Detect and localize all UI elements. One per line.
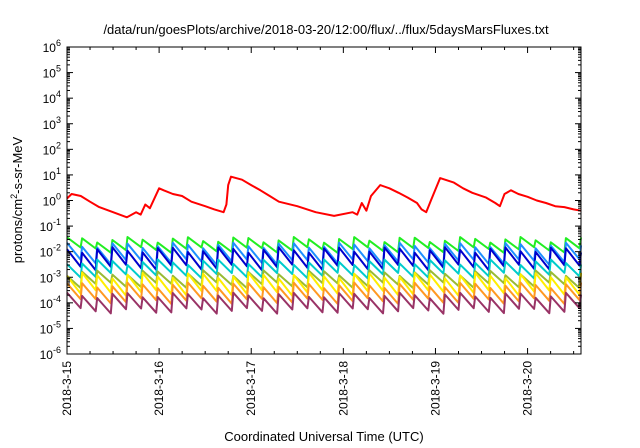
- x-axis: 2018-3-15 2018-3-16 2018-3-17 2018-3-18 2018…: [60, 47, 575, 416]
- y-tick-exponent: -2: [53, 243, 61, 253]
- y-tick-exponent: 6: [56, 38, 61, 48]
- y-tick-label: 100: [43, 192, 61, 209]
- y-tick-base: 10: [40, 322, 54, 336]
- y-tick-exponent: 3: [56, 115, 61, 125]
- y-tick-label: 10-4: [40, 294, 61, 311]
- series-layer: [66, 175, 582, 315]
- y-tick-base: 10: [40, 271, 54, 285]
- y-tick-label: 10-1: [40, 217, 61, 234]
- y-tick-base: 10: [43, 143, 57, 157]
- y-tick-base: 10: [43, 169, 57, 183]
- y-tick-base: 10: [40, 297, 54, 311]
- y-tick-label: 105: [43, 64, 61, 81]
- y-tick-base: 10: [40, 348, 54, 362]
- y-tick-label: 106: [43, 38, 61, 55]
- y-tick-base: 10: [43, 41, 57, 55]
- y-tick-base: 10: [40, 246, 54, 260]
- x-tick-label: 2018-3-15: [60, 361, 74, 416]
- y-tick-base: 10: [43, 67, 57, 81]
- series-line-7: [66, 271, 582, 297]
- y-tick-exponent: -3: [53, 268, 61, 278]
- y-tick-label: 104: [43, 89, 61, 106]
- y-tick-label: 101: [43, 166, 61, 183]
- y-tick-label: 10-5: [40, 319, 61, 336]
- series-line-1: [66, 175, 582, 219]
- y-axis-label: protons/cm2-s-sr-MeV: [9, 136, 25, 263]
- y-tick-label: 10-3: [40, 268, 61, 285]
- y-tick-base: 10: [43, 195, 57, 209]
- y-axis-label-superscript: 2: [9, 194, 19, 199]
- chart-title: /data/run/goesPlots/archive/2018-03-20/1…: [103, 22, 549, 37]
- y-tick-exponent: -6: [53, 345, 61, 355]
- x-tick-label: 2018-3-17: [244, 361, 258, 416]
- x-tick-label: 2018-3-16: [152, 361, 166, 416]
- y-tick-exponent: 1: [56, 166, 61, 176]
- y-tick-label: 103: [43, 115, 61, 132]
- x-tick-label: 2018-3-18: [336, 361, 350, 416]
- y-tick-exponent: -4: [53, 294, 61, 304]
- y-tick-base: 10: [40, 220, 54, 234]
- y-axis-label-main: protons/cm: [10, 199, 25, 263]
- y-tick-exponent: 2: [56, 140, 61, 150]
- y-tick-label: 10-2: [40, 243, 61, 260]
- series-line-5: [66, 258, 582, 280]
- y-tick-label: 10-6: [40, 345, 61, 362]
- y-tick-exponent: 0: [56, 192, 61, 202]
- series-line-9: [66, 291, 582, 315]
- y-axis-label-tail: -s-sr-MeV: [10, 136, 25, 193]
- y-tick-base: 10: [43, 118, 57, 132]
- x-axis-label: Coordinated Universal Time (UTC): [224, 429, 423, 444]
- series-line-8: [66, 281, 582, 305]
- y-tick-base: 10: [43, 92, 57, 106]
- y-tick-exponent: -1: [53, 217, 61, 227]
- y-axis: 10-610-510-410-310-210-11001011021031041…: [40, 38, 581, 362]
- y-tick-exponent: -5: [53, 319, 61, 329]
- y-tick-exponent: 5: [56, 64, 61, 74]
- y-tick-exponent: 4: [56, 89, 61, 99]
- x-tick-label: 2018-3-19: [428, 361, 442, 416]
- y-tick-label: 102: [43, 140, 61, 157]
- x-tick-label: 2018-3-20: [521, 361, 535, 416]
